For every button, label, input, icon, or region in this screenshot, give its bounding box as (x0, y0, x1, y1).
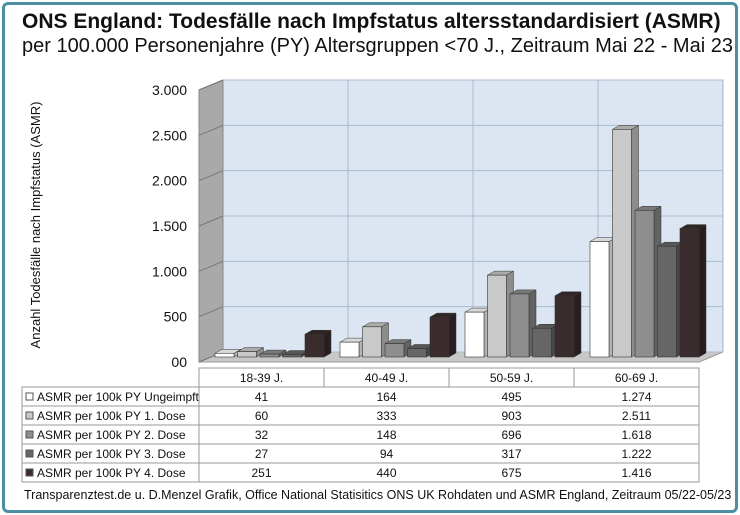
bar-side (448, 312, 457, 358)
data-label: 495 (501, 390, 521, 404)
bar (339, 341, 360, 358)
legend-label: ASMR per 100k PY 3. Dose (37, 447, 186, 461)
data-label: 60 (255, 409, 269, 423)
bar (634, 210, 655, 358)
y-tick-label: 1.500 (152, 218, 187, 234)
y-tick-label: 2.000 (152, 173, 187, 189)
bar (509, 293, 530, 358)
bar-side (698, 224, 707, 358)
bar-side (573, 291, 582, 358)
data-label: 1.274 (621, 390, 651, 404)
bar (407, 348, 427, 358)
data-label: 2.511 (622, 409, 651, 423)
data-label: 164 (376, 390, 396, 404)
gridline-side (198, 79, 224, 91)
data-label: 1.222 (621, 447, 651, 461)
bar (589, 241, 610, 358)
legend-swatch (25, 411, 34, 420)
gridline-side (198, 170, 224, 182)
data-label: 440 (376, 466, 396, 480)
legend-swatch (25, 392, 34, 401)
gridline-side (198, 306, 224, 318)
data-label: 1.416 (621, 466, 651, 480)
bar (679, 228, 700, 358)
data-label: 27 (255, 447, 269, 461)
data-label: 675 (501, 466, 521, 480)
bar (532, 327, 552, 358)
y-tick-label: 00 (171, 354, 187, 370)
gridline-side (198, 124, 224, 136)
y-tick-label: 2.500 (152, 127, 187, 143)
data-label: 696 (501, 428, 521, 442)
data-label: 32 (255, 428, 269, 442)
bar (429, 316, 450, 358)
chart-title: ONS England: Todesfälle nach Impfstatus … (22, 10, 721, 33)
bar (464, 311, 485, 358)
x-category-label: 18-39 J. (240, 371, 283, 385)
legend-label: ASMR per 100k PY 1. Dose (37, 409, 186, 423)
data-label: 94 (380, 447, 394, 461)
x-category-label: 50-59 J. (490, 371, 533, 385)
bar (657, 245, 677, 358)
data-label: 41 (255, 390, 269, 404)
bar (304, 333, 325, 358)
data-label: 251 (251, 466, 271, 480)
data-label: 317 (501, 447, 521, 461)
gridline-side (198, 260, 224, 272)
bar (237, 351, 257, 358)
footer-source: Transparenztest.de u. D.Menzel Grafik, O… (24, 488, 732, 502)
y-tick-label: 1.000 (152, 263, 187, 279)
data-label: 1.618 (621, 428, 651, 442)
bar (384, 343, 405, 358)
data-label: 333 (376, 409, 396, 423)
bar (362, 326, 382, 358)
y-tick-label: 500 (164, 309, 188, 325)
bar (259, 353, 280, 358)
bar (487, 274, 507, 358)
bar (214, 352, 235, 358)
chart-subtitle: per 100.000 Personenjahre (PY) Altersgru… (22, 35, 733, 57)
x-category-label: 60-69 J. (615, 371, 658, 385)
y-axis-label: Anzahl Todesfälle nach Impfstatus (ASMR) (28, 102, 43, 349)
bar (554, 295, 575, 358)
bar-side (323, 329, 332, 358)
bar (612, 129, 632, 358)
bar (282, 354, 302, 358)
legend-label: ASMR per 100k PY 4. Dose (37, 466, 186, 480)
legend-swatch (25, 449, 34, 458)
legend-label: ASMR per 100k PY 2. Dose (37, 428, 186, 442)
legend-swatch (25, 430, 34, 439)
legend-label: ASMR per 100k PY Ungeimpft (37, 390, 200, 404)
gridline-side (198, 215, 224, 227)
legend-swatch (25, 468, 34, 477)
y-tick-label: 3.000 (152, 82, 187, 98)
data-label: 148 (376, 428, 396, 442)
data-label: 903 (501, 409, 521, 423)
x-category-label: 40-49 J. (365, 371, 408, 385)
